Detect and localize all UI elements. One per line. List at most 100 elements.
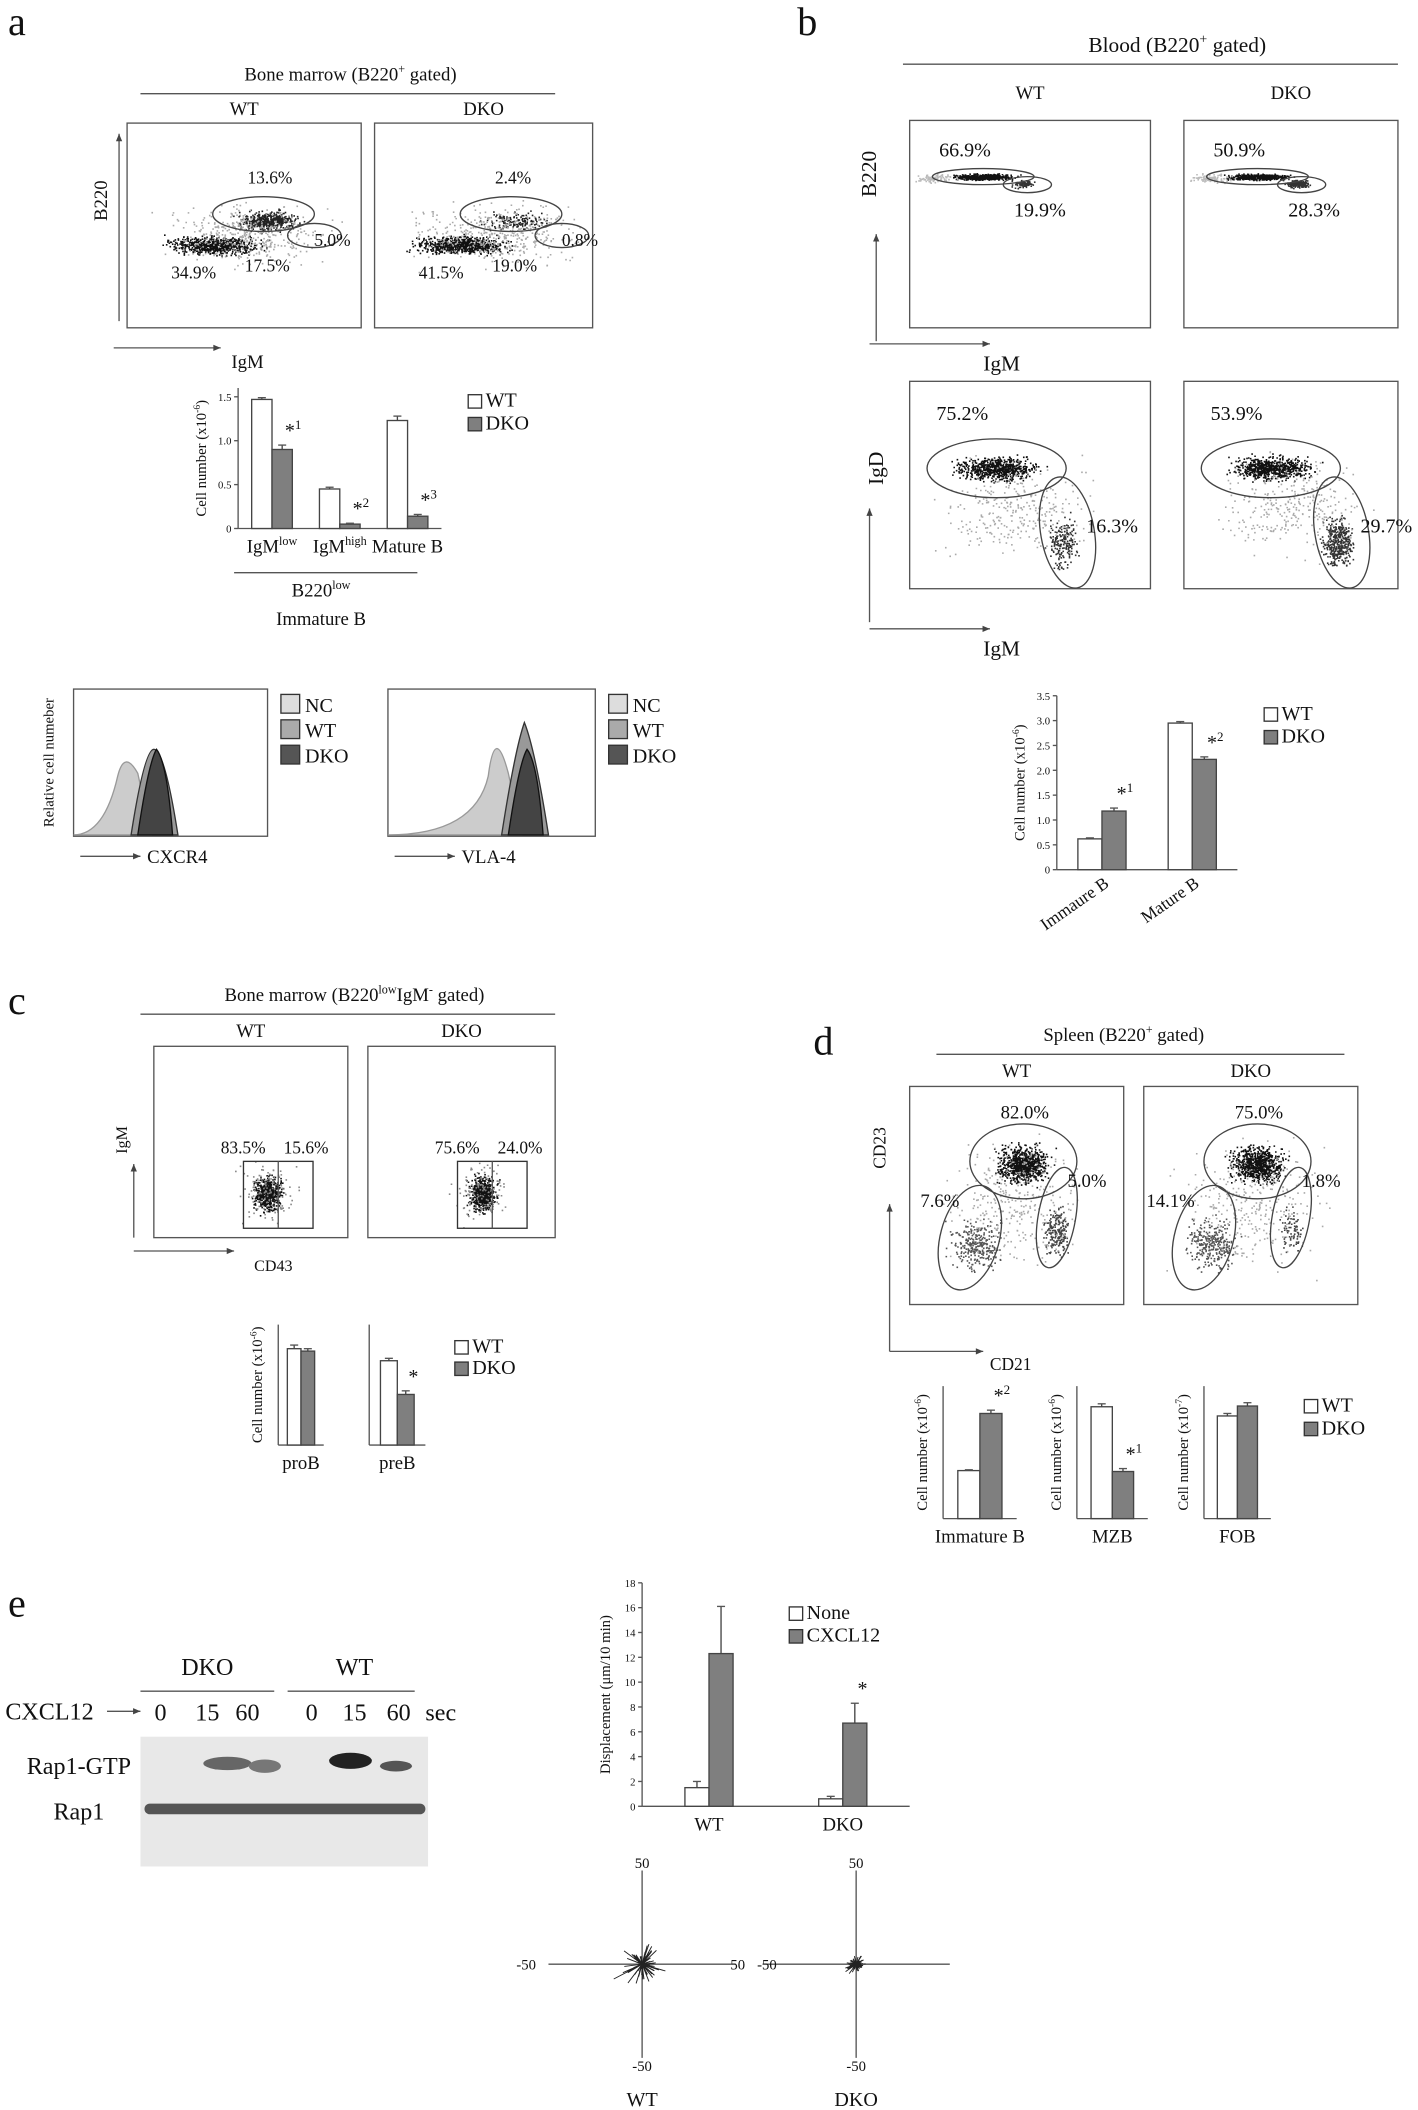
- panel-title: Spleen (B220+ gated): [1043, 1022, 1204, 1045]
- gate: [212, 196, 316, 233]
- text-part: MZB: [1092, 1527, 1133, 1548]
- track-tick: 50: [849, 1856, 864, 1872]
- gate: [1035, 1166, 1078, 1269]
- panel-title: Bone marrow (B220lowIgM- gated): [225, 982, 485, 1005]
- histogram: [387, 748, 523, 836]
- gate: [937, 1184, 1003, 1291]
- legend-swatch: [280, 693, 301, 714]
- text-part: -6: [1011, 729, 1022, 737]
- plot-frame: [126, 122, 362, 329]
- gate: [1269, 1166, 1313, 1269]
- arrow-head: [115, 133, 123, 142]
- lane-label: 60: [235, 1701, 259, 1727]
- text-part: 2: [1004, 1382, 1011, 1397]
- text-part: 3: [430, 486, 437, 501]
- text-part: 2: [1217, 729, 1224, 744]
- text-part: DKO: [822, 1814, 863, 1835]
- gate-percent: 75.6%: [435, 1138, 480, 1157]
- track-tick: -50: [757, 1958, 777, 1974]
- subgroup-name: Immature B: [276, 609, 366, 630]
- legend-label: DKO: [305, 746, 348, 768]
- group-label: DKO: [463, 99, 504, 120]
- histogram: [507, 748, 544, 836]
- subgroup: B220low: [292, 578, 351, 601]
- events: [1224, 1144, 1291, 1186]
- panel-label: c: [8, 978, 26, 1023]
- y-tick-label: 3.5: [1037, 691, 1050, 703]
- x-tick-label: proB: [282, 1453, 319, 1474]
- legend-label: NC: [305, 695, 333, 717]
- text-part: 1: [1136, 1441, 1143, 1456]
- y-axis-label: Cell number (x10-6): [913, 1394, 931, 1511]
- legend-swatch: [467, 416, 483, 432]
- text-part: +: [1146, 1022, 1153, 1036]
- blot-row: Rap1-GTP: [27, 1754, 131, 1780]
- gate: [1276, 175, 1327, 194]
- y-tick-label: 14: [625, 1628, 636, 1640]
- legend-swatch: [280, 719, 301, 740]
- y-tick-label: 0.5: [1037, 840, 1050, 852]
- text-part: gated): [1207, 33, 1266, 57]
- significance: *: [408, 1366, 418, 1388]
- text-part: ): [250, 1326, 266, 1331]
- gate-percent: 0.8%: [562, 231, 598, 250]
- text-part: IgM: [313, 537, 346, 558]
- legend-swatch: [608, 693, 629, 714]
- y-tick-label: 10: [625, 1677, 636, 1689]
- x-tick-label: MZB: [1092, 1527, 1133, 1548]
- text-part: *: [857, 1678, 867, 1700]
- text-part: ): [1013, 724, 1029, 729]
- bar: [1236, 1405, 1259, 1520]
- y-tick-label: 4: [630, 1752, 636, 1764]
- text-part: Cell number (x10: [1013, 737, 1029, 841]
- band: [203, 1756, 252, 1771]
- gate-percent: 34.9%: [171, 263, 216, 282]
- text-part: Displacement (μm/10 min): [598, 1615, 614, 1774]
- gate-percent: 19.0%: [492, 257, 537, 276]
- legend-label: DKO: [1322, 1417, 1365, 1439]
- band: [329, 1752, 372, 1769]
- gate-percent: 5.0%: [1068, 1171, 1107, 1192]
- band: [379, 1760, 413, 1772]
- gate-percent: 29.7%: [1360, 516, 1412, 538]
- gate-percent: 15.6%: [284, 1138, 329, 1157]
- gate-percent: 14.1%: [1146, 1191, 1194, 1212]
- text-part: high: [345, 534, 367, 548]
- text-part: Cell number (x10: [250, 1339, 266, 1443]
- bar: [300, 1350, 316, 1446]
- x-tick-label: DKO: [822, 1814, 863, 1835]
- band: [248, 1759, 281, 1773]
- events: [915, 173, 959, 184]
- text-part: +: [398, 62, 405, 76]
- y-axis-label: Cell number (x10-7): [1174, 1394, 1192, 1511]
- x-axis-label: CD43: [254, 1258, 292, 1275]
- text-part: Cell number (x10: [194, 413, 210, 517]
- text-part: *: [285, 420, 295, 442]
- text-part: *: [353, 498, 363, 520]
- gate-percent: 75.2%: [936, 403, 988, 425]
- plot-frame: [908, 380, 1152, 590]
- text-part: *: [1126, 1444, 1136, 1466]
- arrow-head: [886, 1204, 893, 1212]
- bar: [379, 1360, 398, 1446]
- lane-label: 15: [342, 1701, 366, 1727]
- y-tick-label: 8: [630, 1702, 635, 1714]
- y-tick-label: 0: [630, 1801, 635, 1813]
- arrow-head: [133, 853, 141, 860]
- events: [1044, 511, 1080, 571]
- gate: [242, 1160, 314, 1229]
- y-axis-label: Cell number (x10-6): [1011, 724, 1029, 841]
- text-part: ): [1176, 1394, 1192, 1399]
- y-tick-label: 1.5: [218, 392, 231, 404]
- events: [1282, 178, 1312, 190]
- bar: [1077, 838, 1103, 871]
- y-tick-label: 0: [1045, 865, 1050, 877]
- gate-percent: 17.5%: [245, 257, 290, 276]
- gate-percent: 2.4%: [495, 168, 531, 187]
- blot-group: DKO: [181, 1655, 233, 1681]
- x-tick-label: FOB: [1219, 1527, 1255, 1548]
- bar: [1090, 1406, 1113, 1520]
- gate: [926, 438, 1067, 499]
- text-part: Bone marrow (B220: [225, 985, 379, 1006]
